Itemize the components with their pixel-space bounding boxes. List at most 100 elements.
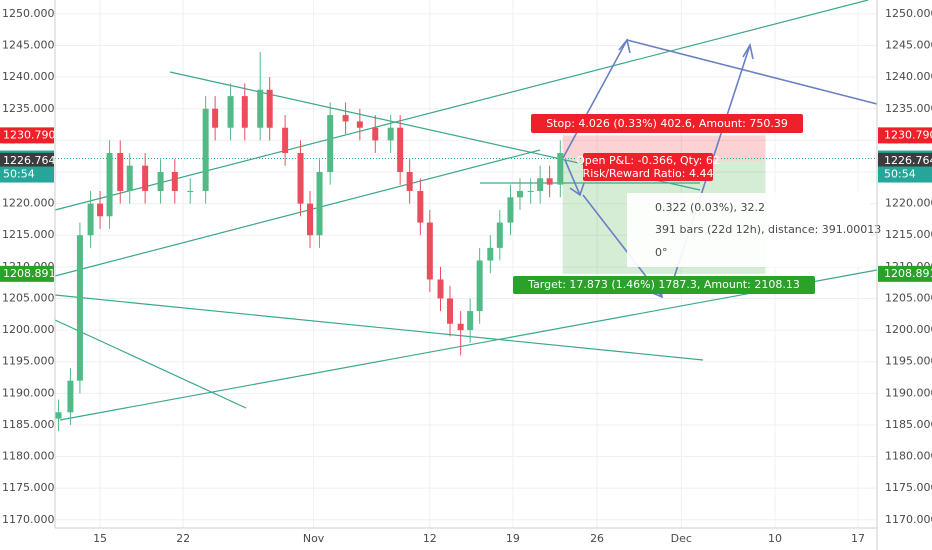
candle-body [446,298,453,324]
y-tick-label: 1170.000 [2,513,55,526]
trend-line [54,294,704,361]
candle-body [87,203,94,236]
y-tick-label: 1205.000 [885,291,932,304]
trend-line [54,0,869,211]
candle-body [67,380,74,413]
x-tick-label: Nov [303,532,325,545]
price-tag-box [0,152,54,169]
countdown: 50:54 [3,168,35,181]
x-tick-label: 15 [93,532,107,545]
candle-body [372,127,379,141]
candle-body [417,190,424,223]
candle-body [327,115,334,172]
price-tag: 1230.790 [3,128,56,141]
y-tick-label: 1195.000 [2,355,55,368]
candle-body [227,96,234,128]
price-tag: 1208.891 [884,267,932,280]
candle-body [142,165,149,191]
y-tick-label: 1175.000 [885,481,932,494]
y-tick-label: 1185.000 [2,418,55,431]
measure-box [627,193,870,267]
arrow-head [742,42,754,60]
candle-body [241,96,248,128]
price-tag: 1226.764 [3,154,56,167]
candle-body [496,222,503,248]
candle-body [257,89,264,128]
trend-line [54,149,541,277]
candle-body [76,235,83,381]
target-label: Target: 17.873 (1.46%) 1787.3, Amount: 2… [527,278,800,291]
countdown-box [878,166,932,183]
candle-body [426,222,433,280]
measure-angle: 0° [655,246,668,259]
y-tick-label: 1195.000 [885,355,932,368]
price-tag-box [878,265,932,282]
target-label-box [513,276,815,294]
candle-body [437,279,444,299]
y-tick-label: 1190.000 [2,386,55,399]
candle-body [297,153,304,204]
y-tick-label: 1235.000 [885,102,932,115]
measure-bars: 391 bars (22d 12h), distance: 391.00013 [655,223,881,236]
y-tick-label: 1180.000 [2,450,55,463]
candle-body [126,165,133,191]
candle-body [406,171,413,191]
price-tag: 1226.764 [884,154,932,167]
price-tag: 1208.891 [3,267,56,280]
arrow-path [564,159,581,196]
y-tick-label: 1205.000 [2,291,55,304]
measure-price: 0.322 (0.03%), 32.2 [655,201,765,214]
candle-body [527,190,534,192]
candle-body [202,108,209,191]
price-tag-box [0,127,54,144]
y-tick-label: 1250.000 [2,7,55,20]
candle-body [546,178,553,185]
price-tag-box [878,152,932,169]
candle-body [476,260,483,312]
price-tag: 1230.790 [884,128,932,141]
y-tick-label: 1240.000 [885,70,932,83]
y-tick-label: 1220.000 [2,197,55,210]
y-tick-label: 1180.000 [885,450,932,463]
rr-label: Risk/Reward Ratio: 4.44 [583,167,714,180]
y-tick-label: 1250.000 [885,7,932,20]
arrow-head [618,38,631,54]
stop-label: Stop: 4.026 (0.33%) 402.6, Amount: 750.3… [546,117,788,130]
pnl-label: Open P&L: -0.366, Qty: 62 [576,154,720,167]
y-tick-label: 1240.000 [2,70,55,83]
candle-body [557,153,564,185]
y-tick-label: 1200.000 [2,323,55,336]
y-tick-label: 1200.000 [885,323,932,336]
price-tag-box [0,265,54,282]
candle-body [342,115,349,122]
candle-body [516,190,523,198]
candle-body [187,190,194,192]
candle-body [457,323,464,331]
trend-line [54,319,247,409]
stop-label-box [531,114,803,133]
y-tick-label: 1170.000 [885,513,932,526]
y-tick-label: 1245.000 [885,39,932,52]
candle-body [266,89,273,128]
y-tick-label: 1220.000 [885,197,932,210]
candle-body [171,171,178,191]
price-tag-box [878,127,932,144]
arrow-head [569,182,585,197]
x-tick-label: 26 [590,532,604,545]
candle-body [212,108,219,128]
x-tick-label: 19 [506,532,520,545]
candle-body [356,121,363,128]
x-tick-label: 17 [851,532,865,545]
trend-line [59,269,878,421]
y-tick-label: 1185.000 [885,418,932,431]
candle-body [307,203,314,236]
labels: 1170.000 1170.000 1175.000 1175.000 1180.000… [0,7,932,545]
y-tick-label: 1215.000 [885,228,932,241]
candle-body [97,203,104,217]
candle-body [397,127,404,172]
candle-body [507,197,514,223]
x-tick-label: Dec [671,532,692,545]
candle-body [467,311,474,331]
